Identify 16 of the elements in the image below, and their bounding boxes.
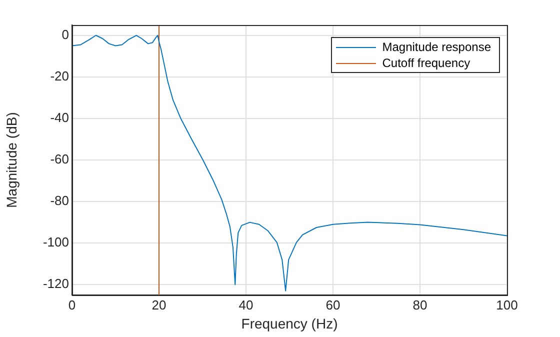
x-tick-label: 100 — [496, 297, 518, 312]
y-tick-label: -40 — [50, 110, 69, 126]
y-tick-label: -20 — [50, 68, 69, 84]
y-tick-label: -100 — [42, 234, 69, 250]
x-tick-label: 80 — [412, 297, 428, 312]
x-tick-label: 60 — [326, 297, 340, 312]
y-tick-label: 0 — [62, 26, 69, 42]
x-axis-title: Frequency (Hz) — [241, 315, 338, 332]
y-tick-label: -60 — [50, 152, 69, 167]
x-tick-label: 20 — [152, 297, 166, 312]
y-tick-label: -120 — [42, 276, 69, 292]
y-tick-label: -80 — [50, 193, 69, 208]
y-axis-title: Magnitude (dB) — [3, 112, 20, 208]
legend-label: Cutoff frequency — [382, 55, 470, 71]
x-tick-label: 40 — [238, 297, 254, 312]
legend-label: Magnitude response — [382, 39, 491, 55]
